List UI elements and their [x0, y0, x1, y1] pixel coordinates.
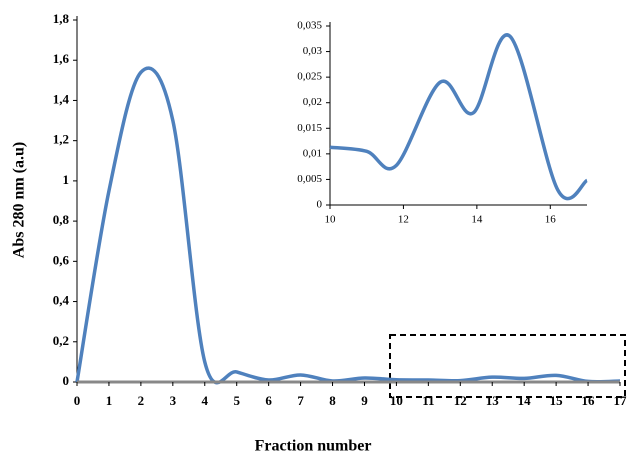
- y-tick-label: 0,025: [297, 71, 322, 83]
- x-tick-label: 12: [454, 393, 467, 408]
- y-tick-label: 0: [63, 373, 70, 388]
- y-tick-label: 0,6: [53, 252, 70, 267]
- y-tick-label: 0,015: [297, 122, 322, 134]
- y-tick-label: 0,005: [297, 173, 322, 185]
- x-tick-label: 8: [329, 393, 336, 408]
- data-line: [329, 33, 589, 201]
- x-tick-label: 16: [545, 214, 557, 226]
- y-axis-title: Abs 280 nm (a.u): [11, 142, 28, 258]
- x-tick-label: 1: [106, 393, 113, 408]
- y-tick-label: 0,01: [303, 147, 322, 159]
- y-tick-label: 1,4: [53, 91, 70, 106]
- x-tick-label: 10: [390, 393, 403, 408]
- y-tick-label: 0,035: [297, 20, 322, 32]
- y-tick-label: 0,8: [53, 212, 70, 227]
- x-axis-title: Fraction number: [255, 438, 372, 455]
- y-tick-label: 0,02: [303, 96, 322, 108]
- y-tick-label: 0,03: [303, 45, 323, 57]
- y-tick-label: 1,8: [53, 11, 70, 26]
- x-tick-label: 5: [233, 393, 240, 408]
- x-tick-label: 2: [138, 393, 145, 408]
- x-tick-label: 3: [170, 393, 177, 408]
- x-tick-label: 10: [325, 214, 337, 226]
- x-tick-label: 12: [398, 214, 409, 226]
- x-tick-label: 9: [361, 393, 368, 408]
- y-tick-label: 1,6: [53, 51, 70, 66]
- x-tick-label: 17: [614, 393, 627, 408]
- y-tick-label: 0: [317, 199, 323, 211]
- x-tick-label: 15: [550, 393, 564, 408]
- x-tick-label: 11: [422, 393, 434, 408]
- y-tick-label: 1: [63, 172, 70, 187]
- y-tick-label: 1,2: [53, 132, 69, 147]
- x-tick-label: 13: [486, 393, 500, 408]
- y-tick-label: 0,2: [53, 333, 69, 348]
- x-tick-label: 7: [297, 393, 304, 408]
- data-line: [75, 66, 621, 385]
- x-tick-label: 14: [518, 393, 532, 408]
- y-tick-label: 0,4: [53, 293, 70, 308]
- zoom-box: [389, 334, 626, 398]
- x-tick-label: 4: [202, 393, 209, 408]
- x-tick-label: 6: [265, 393, 272, 408]
- x-tick-label: 16: [582, 393, 596, 408]
- x-tick-label: 14: [471, 214, 483, 226]
- x-tick-label: 0: [74, 393, 81, 408]
